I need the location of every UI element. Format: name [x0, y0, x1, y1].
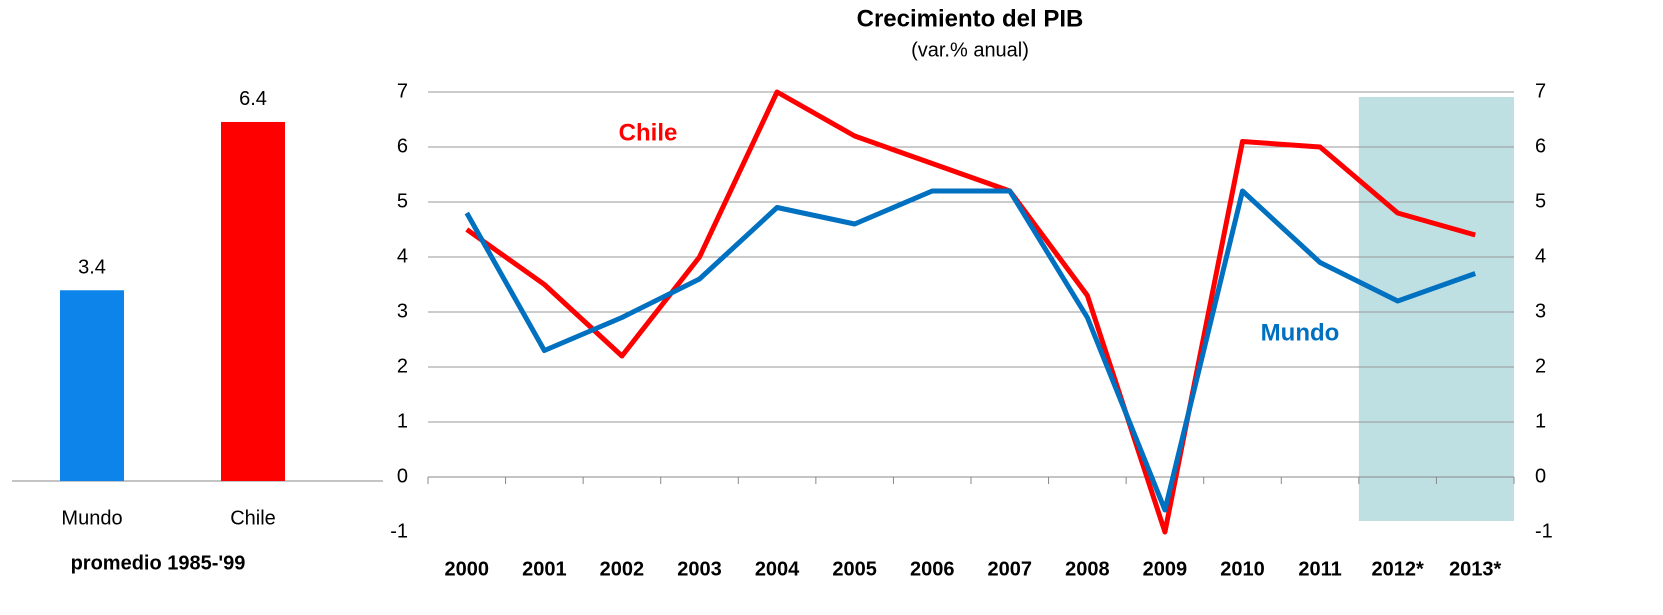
y-tick-label: 5	[397, 190, 408, 212]
y2-tick-label: 5	[1535, 190, 1546, 212]
x-tick-label: Mundo	[61, 507, 122, 529]
x-tick-label: Chile	[230, 507, 276, 529]
series-label: Mundo	[1261, 319, 1340, 346]
y2-tick-label: 4	[1535, 245, 1546, 267]
x-tick-label: 2002	[600, 558, 645, 580]
x-tick-label: 2004	[755, 558, 800, 580]
line	[465, 89, 1476, 535]
line	[464, 188, 1477, 513]
y-tick-label: 1	[397, 410, 408, 432]
data-label: 6.4	[239, 88, 267, 110]
y-tick-label: 3	[397, 300, 408, 322]
y2-tick-label: 0	[1535, 465, 1546, 487]
x-tick-label: 2010	[1220, 558, 1265, 580]
x-tick-label: 2013*	[1449, 558, 1501, 580]
x-tick-label: 2011	[1298, 558, 1341, 580]
x-tick-label: 2005	[832, 558, 877, 580]
chart-title: Crecimiento del PIB	[857, 5, 1084, 32]
y2-tick-label: 6	[1535, 135, 1546, 157]
chart-subtitle: (var.% anual)	[911, 39, 1029, 61]
y2-tick-label: 2	[1535, 355, 1546, 377]
data-label: 3.4	[78, 257, 106, 279]
y-tick-label: 4	[397, 245, 408, 267]
x-axis-label: promedio 1985-'99	[71, 552, 246, 574]
x-tick-label: 2001	[522, 558, 567, 580]
y2-tick-label: 7	[1535, 80, 1546, 102]
y2-tick-label: 1	[1535, 410, 1546, 432]
x-tick-label: 2000	[445, 558, 490, 580]
y-tick-label: -1	[390, 520, 408, 542]
y2-tick-label: -1	[1535, 520, 1553, 542]
y-tick-label: 0	[397, 465, 408, 487]
bar	[221, 121, 285, 482]
y-tick-label: 6	[397, 135, 408, 157]
series-label: Chile	[619, 119, 678, 146]
y-tick-label: 2	[397, 355, 408, 377]
x-tick-label: 2009	[1143, 558, 1188, 580]
forecast-shade	[1358, 97, 1514, 521]
x-tick-label: 2007	[988, 558, 1033, 580]
x-tick-label: 2003	[677, 558, 722, 580]
y2-tick-label: 3	[1535, 300, 1546, 322]
y-tick-label: 7	[397, 80, 408, 102]
bar	[60, 290, 124, 481]
x-tick-label: 2008	[1065, 558, 1110, 580]
x-tick-label: 2012*	[1372, 558, 1424, 580]
x-tick-label: 2006	[910, 558, 955, 580]
